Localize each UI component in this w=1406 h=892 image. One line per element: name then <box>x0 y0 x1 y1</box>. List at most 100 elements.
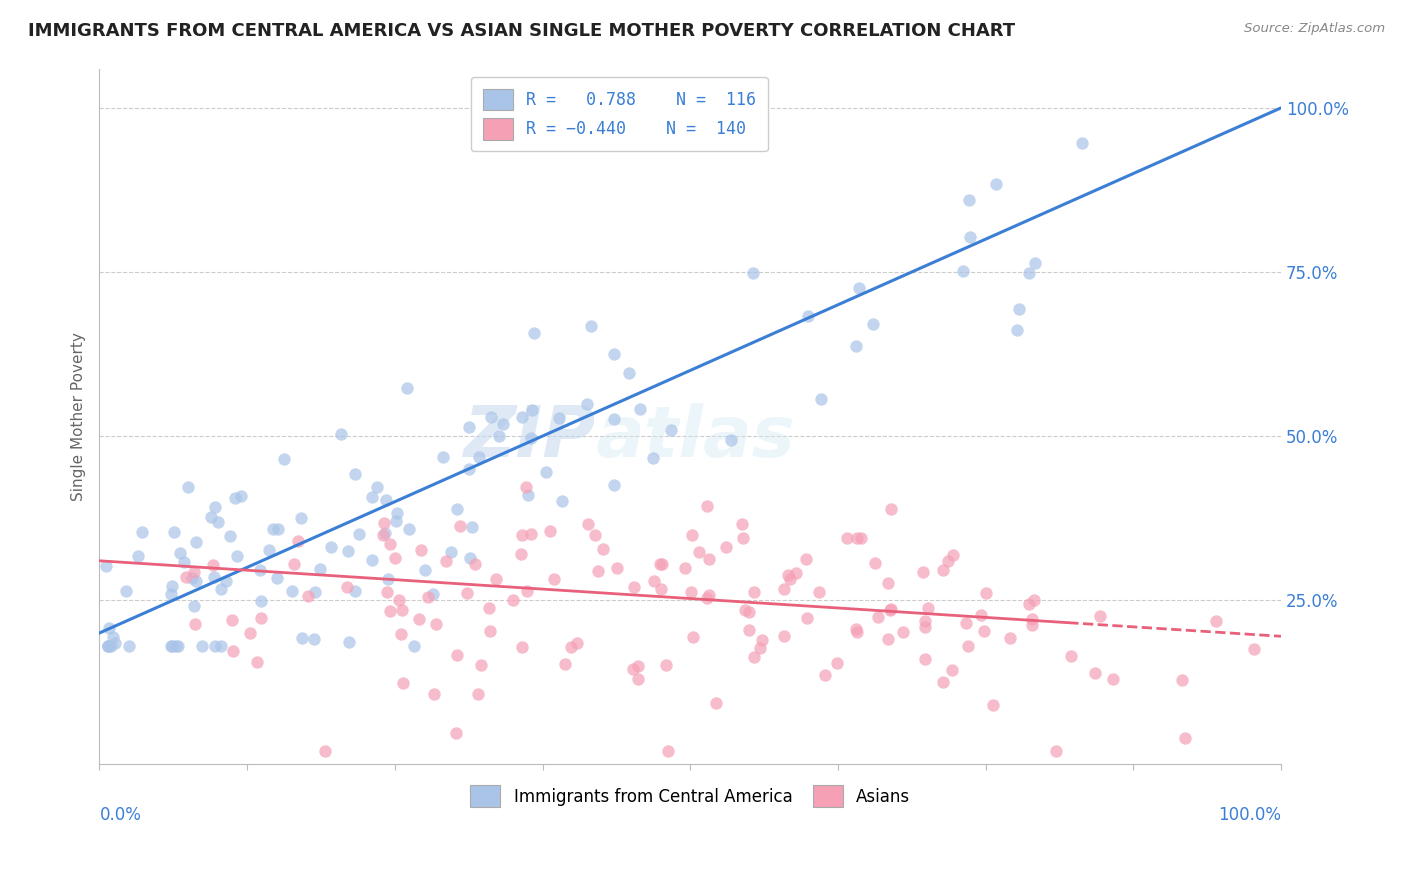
Point <box>891 625 914 640</box>
Point <box>785 566 807 580</box>
Point <box>862 318 884 332</box>
Point <box>519 431 541 445</box>
Text: IMMIGRANTS FROM CENTRAL AMERICA VS ASIAN SINGLE MOTHER POVERTY CORRELATION CHART: IMMIGRANTS FROM CENTRAL AMERICA VS ASIAN… <box>28 22 1015 40</box>
Point <box>432 450 454 465</box>
Point <box>1071 136 1094 151</box>
Point <box>458 419 481 434</box>
Point <box>1007 323 1029 337</box>
Point <box>398 522 420 536</box>
Point <box>554 657 576 672</box>
Point <box>583 528 606 542</box>
Point <box>603 478 626 492</box>
Point <box>209 639 232 653</box>
Point <box>97 621 120 635</box>
Point <box>731 516 754 531</box>
Point <box>118 639 141 653</box>
Point <box>461 519 484 533</box>
Point <box>877 632 900 647</box>
Point <box>250 594 273 608</box>
Point <box>287 533 309 548</box>
Point <box>810 392 832 406</box>
Point <box>720 434 742 448</box>
Point <box>742 266 765 280</box>
Point <box>329 427 352 442</box>
Point <box>229 489 252 503</box>
Point <box>578 517 600 532</box>
Point <box>516 487 538 501</box>
Point <box>510 640 533 654</box>
Point <box>361 553 384 567</box>
Point <box>392 675 415 690</box>
Point <box>931 675 953 690</box>
Point <box>204 500 226 515</box>
Point <box>104 635 127 649</box>
Point <box>845 532 868 546</box>
Point <box>425 616 447 631</box>
Point <box>877 575 900 590</box>
Point <box>387 506 409 520</box>
Point <box>221 644 243 658</box>
Point <box>738 606 761 620</box>
Point <box>479 409 502 424</box>
Point <box>868 610 890 624</box>
Point <box>464 558 486 572</box>
Point <box>101 631 124 645</box>
Point <box>408 612 430 626</box>
Point <box>650 557 672 571</box>
Point <box>488 429 510 443</box>
Point <box>520 526 543 541</box>
Point <box>808 585 831 599</box>
Point <box>797 310 820 324</box>
Point <box>388 593 411 607</box>
Point <box>266 571 288 585</box>
Point <box>998 631 1021 645</box>
Point <box>304 584 326 599</box>
Point <box>409 543 432 558</box>
Point <box>845 622 868 636</box>
Point <box>366 480 388 494</box>
Point <box>391 603 413 617</box>
Point <box>865 557 887 571</box>
Point <box>283 558 305 572</box>
Point <box>704 696 727 710</box>
Point <box>492 417 515 432</box>
Point <box>1060 649 1083 664</box>
Point <box>1171 673 1194 688</box>
Point <box>796 551 818 566</box>
Point <box>986 177 1008 191</box>
Point <box>1243 642 1265 657</box>
Point <box>734 603 756 617</box>
Point <box>184 574 207 588</box>
Point <box>970 608 993 623</box>
Point <box>1102 672 1125 686</box>
Point <box>627 659 650 673</box>
Point <box>880 501 903 516</box>
Point <box>641 450 664 465</box>
Point <box>835 532 858 546</box>
Point <box>825 657 848 671</box>
Point <box>97 639 120 653</box>
Point <box>1008 302 1031 317</box>
Point <box>650 582 672 596</box>
Point <box>617 366 640 380</box>
Point <box>336 580 359 594</box>
Point <box>183 617 205 632</box>
Text: 100.0%: 100.0% <box>1218 806 1281 824</box>
Point <box>380 537 402 551</box>
Point <box>510 409 533 424</box>
Point <box>207 515 229 529</box>
Point <box>239 626 262 640</box>
Point <box>606 561 628 575</box>
Point <box>174 570 197 584</box>
Point <box>914 620 936 634</box>
Point <box>779 573 801 587</box>
Point <box>1024 256 1046 270</box>
Point <box>651 557 673 571</box>
Point <box>163 524 186 539</box>
Point <box>413 563 436 577</box>
Point <box>1045 744 1067 758</box>
Point <box>360 491 382 505</box>
Point <box>467 687 489 701</box>
Point <box>942 549 965 563</box>
Point <box>246 655 269 669</box>
